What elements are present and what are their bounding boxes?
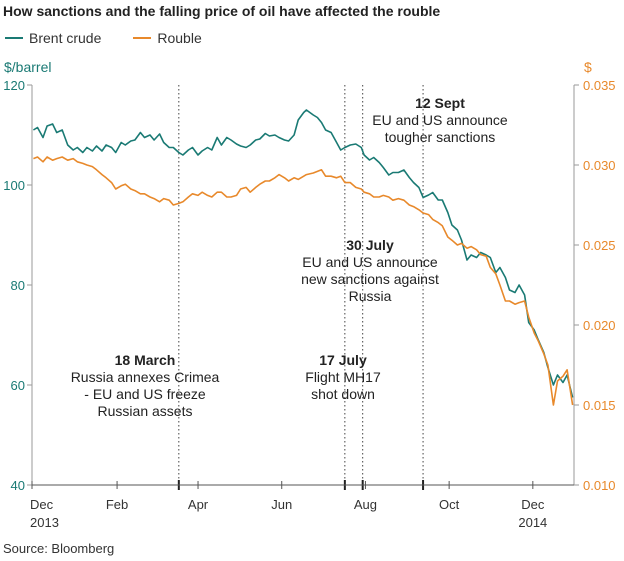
right-tick-label: 0.035 bbox=[583, 78, 616, 93]
series-line-rouble bbox=[33, 156, 574, 406]
right-tick-label: 0.020 bbox=[583, 318, 616, 333]
left-axis-unit: $/barrel bbox=[4, 59, 51, 75]
annotation-title: 12 Sept bbox=[415, 95, 465, 111]
right-tick-label: 0.025 bbox=[583, 238, 616, 253]
series-line-brent-crude bbox=[32, 109, 574, 398]
x-tick-label: Dec bbox=[521, 497, 545, 512]
annotation-text: tougher sanctions bbox=[385, 129, 496, 145]
legend: Brent crude Rouble bbox=[5, 30, 202, 46]
x-tick-label: Feb bbox=[106, 497, 128, 512]
annotation-text: Russia bbox=[349, 288, 392, 304]
legend-item-rouble: Rouble bbox=[133, 30, 202, 46]
legend-swatch-brent bbox=[5, 37, 23, 39]
annotation-title: 18 March bbox=[115, 352, 176, 368]
right-tick-label: 0.010 bbox=[583, 478, 616, 493]
left-tick-label: 100 bbox=[3, 178, 25, 193]
left-tick-label: 120 bbox=[3, 78, 25, 93]
annotation-text: Flight MH17 bbox=[305, 369, 381, 385]
chart-title: How sanctions and the falling price of o… bbox=[3, 3, 441, 19]
annotation-text: Russia annexes Crimea bbox=[71, 369, 220, 385]
legend-item-brent: Brent crude bbox=[5, 30, 101, 46]
left-tick-label: 60 bbox=[11, 378, 25, 393]
x-tick-label: Apr bbox=[188, 497, 209, 512]
x-tick-label: Aug bbox=[354, 497, 377, 512]
annotation-title: 17 July bbox=[319, 352, 367, 368]
annotation-text: shot down bbox=[311, 386, 375, 402]
x-tick-label: Jun bbox=[271, 497, 292, 512]
x-tick-sublabel: 2013 bbox=[30, 515, 59, 530]
right-tick-label: 0.015 bbox=[583, 398, 616, 413]
left-tick-label: 40 bbox=[11, 478, 25, 493]
legend-swatch-rouble bbox=[133, 37, 152, 39]
x-tick-sublabel: 2014 bbox=[518, 515, 547, 530]
annotation-text: new sanctions against bbox=[301, 271, 439, 287]
legend-label-rouble: Rouble bbox=[157, 30, 202, 46]
left-tick-label: 80 bbox=[11, 278, 25, 293]
right-axis-unit: $ bbox=[584, 59, 592, 75]
annotation-text: EU and US announce bbox=[372, 112, 508, 128]
annotation-text: EU and US announce bbox=[302, 254, 438, 270]
legend-label-brent: Brent crude bbox=[29, 30, 102, 46]
annotation-text: - EU and US freeze bbox=[84, 386, 206, 402]
annotation-title: 30 July bbox=[346, 237, 394, 253]
right-tick-label: 0.030 bbox=[583, 158, 616, 173]
source-note: Source: Bloomberg bbox=[3, 541, 115, 556]
x-tick-label: Oct bbox=[439, 497, 460, 512]
x-tick-label: Dec bbox=[30, 497, 54, 512]
annotation-text: Russian assets bbox=[98, 403, 193, 419]
